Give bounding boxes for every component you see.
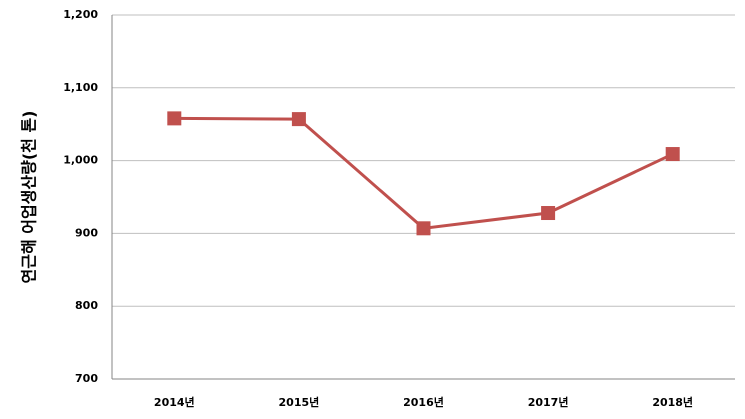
marker — [167, 111, 182, 126]
x-tick-label: 2016년 — [403, 395, 444, 409]
series-line — [174, 116, 674, 230]
y-tick-label: 1,000 — [63, 154, 98, 167]
x-tick-label: 2014년 — [154, 395, 195, 409]
x-tick-label: 2018년 — [652, 395, 693, 409]
y-tick-label: 900 — [75, 226, 98, 239]
marker — [541, 206, 556, 221]
x-tick-label: 2015년 — [279, 395, 320, 409]
y-tick-label: 1,200 — [63, 8, 98, 21]
y-axis-label: 연근해 어업생산량(천 톤) — [20, 111, 39, 284]
y-tick-label: 700 — [75, 372, 98, 385]
y-tick-label: 1,100 — [63, 81, 98, 94]
marker — [665, 147, 680, 162]
y-tick-label: 800 — [75, 299, 98, 312]
marker — [291, 112, 306, 127]
marker — [416, 221, 431, 236]
x-tick-label: 2017년 — [528, 395, 569, 409]
